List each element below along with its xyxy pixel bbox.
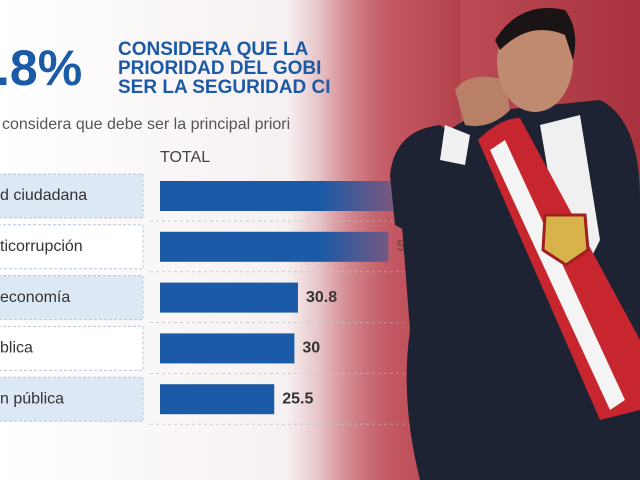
value-label: 30	[302, 340, 320, 357]
category-box	[0, 275, 144, 321]
bar	[160, 282, 298, 313]
category-box	[0, 173, 144, 219]
hand	[455, 76, 510, 126]
category-box	[0, 325, 144, 371]
bar	[160, 333, 295, 364]
category-box	[0, 376, 144, 422]
cuff	[440, 125, 470, 165]
value-label: 25.5	[282, 390, 313, 407]
category-label: n pública	[0, 390, 64, 407]
category-label: d ciudadana	[0, 187, 87, 204]
headline: PRIORIDAD DEL GOBI	[118, 58, 321, 79]
hair	[495, 8, 576, 60]
headline: CONSIDERA QUE LA	[118, 39, 309, 60]
subtitle: considera que debe ser la principal prio…	[2, 116, 290, 133]
sash-stripe	[490, 140, 625, 410]
big-number: .8%	[0, 40, 82, 96]
headline: SER LA SEGURIDAD CI	[118, 77, 331, 98]
bar	[160, 384, 275, 415]
category-box	[0, 224, 144, 270]
category-label: ticorrupción	[0, 238, 83, 255]
emblem	[541, 213, 590, 267]
person	[390, 8, 640, 480]
category-label: economía	[0, 289, 70, 306]
column-header: TOTAL	[160, 149, 210, 166]
category-label: blica	[0, 340, 33, 357]
